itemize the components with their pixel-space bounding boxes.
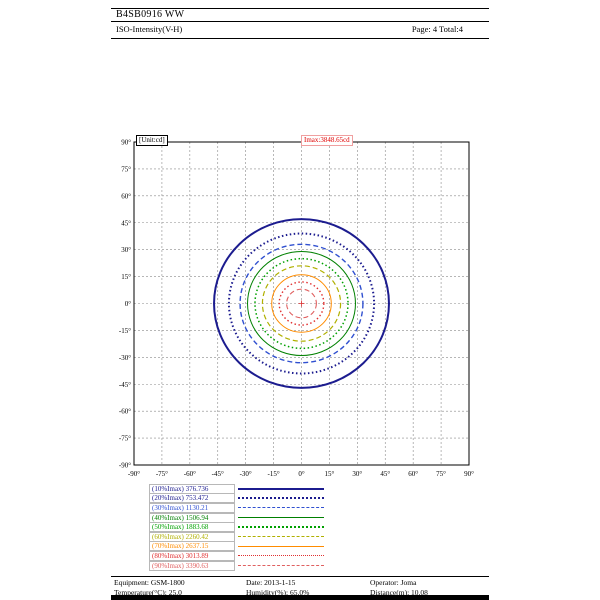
svg-text:30°: 30° <box>121 246 131 254</box>
footer-row-1: Equipment: GSM-1800 Date: 2013-1-15 Oper… <box>114 578 489 588</box>
svg-text:-45°: -45° <box>212 470 224 478</box>
svg-text:-30°: -30° <box>119 354 131 362</box>
svg-text:60°: 60° <box>121 192 131 200</box>
unit-label: [Unit:cd] <box>136 135 168 146</box>
svg-text:60°: 60° <box>408 470 418 478</box>
footer-rule <box>111 576 489 577</box>
page-indicator: Page: 4 Total:4 <box>411 24 463 34</box>
svg-text:-45°: -45° <box>119 381 131 389</box>
svg-text:15°: 15° <box>325 470 335 478</box>
footer: Equipment: GSM-1800 Date: 2013-1-15 Oper… <box>114 578 489 598</box>
legend-item: (40%Imax) 1506.94 <box>149 512 324 523</box>
legend-label: (60%Imax) 2260.42 <box>149 531 235 542</box>
legend-line-sample <box>238 555 324 557</box>
legend: (10%Imax) 376.736 (20%Imax) 753.472 (30%Im… <box>149 483 324 571</box>
report-title: B4SB0916 WW <box>116 9 185 20</box>
humidity-label: Humidity(%): 65.0% <box>246 588 310 597</box>
svg-text:-75°: -75° <box>119 435 131 443</box>
imax-label: Imax:3848.65cd <box>301 135 353 146</box>
legend-label: (10%Imax) 376.736 <box>149 483 235 494</box>
svg-text:-30°: -30° <box>240 470 252 478</box>
header-mid-rule <box>111 21 489 22</box>
legend-item: (90%Imax) 3390.63 <box>149 560 324 571</box>
legend-line-sample <box>238 565 324 567</box>
svg-text:30°: 30° <box>352 470 362 478</box>
footer-row-2: Temperature(°C): 25.0 Humidity(%): 65.0%… <box>114 588 489 598</box>
legend-line-sample <box>238 507 324 509</box>
legend-label: (50%Imax) 1883.68 <box>149 522 235 533</box>
operator-label: Operator: Joma <box>370 578 417 587</box>
legend-line-sample <box>238 517 324 519</box>
svg-text:-90°: -90° <box>128 470 140 478</box>
legend-line-sample <box>238 487 324 490</box>
legend-label: (80%Imax) 3013.89 <box>149 550 235 561</box>
legend-item: (10%Imax) 376.736 <box>149 483 324 494</box>
svg-text:90°: 90° <box>464 470 474 478</box>
legend-item: (30%Imax) 1130.21 <box>149 502 324 513</box>
svg-text:0°: 0° <box>298 470 305 478</box>
svg-text:-90°: -90° <box>119 462 131 470</box>
equipment-label: Equipment: GSM-1800 <box>114 578 185 587</box>
report-page: B4SB0916 WW ISO-Intensity(V-H) Page: 4 T… <box>111 0 489 600</box>
iso-intensity-chart: -90° -75° -60° -45° -30° -15° 0° 15° 30° 45° 60° 75… <box>111 128 489 490</box>
svg-text:-15°: -15° <box>268 470 280 478</box>
svg-text:45°: 45° <box>380 470 390 478</box>
legend-item: (80%Imax) 3013.89 <box>149 550 324 561</box>
temperature-label: Temperature(°C): 25.0 <box>114 588 182 597</box>
header-top-rule <box>111 8 489 9</box>
svg-text:75°: 75° <box>436 470 446 478</box>
svg-text:-60°: -60° <box>184 470 196 478</box>
legend-label: (90%Imax) 3390.63 <box>149 560 235 571</box>
legend-line-sample <box>238 497 324 500</box>
legend-label: (40%Imax) 1506.94 <box>149 512 235 523</box>
svg-text:-60°: -60° <box>119 408 131 416</box>
svg-text:15°: 15° <box>121 273 131 281</box>
header-bottom-rule <box>111 38 489 39</box>
svg-text:90°: 90° <box>121 139 131 147</box>
svg-text:-75°: -75° <box>156 470 168 478</box>
legend-item: (50%Imax) 1883.68 <box>149 522 324 533</box>
legend-label: (70%Imax) 2637.15 <box>149 541 235 552</box>
svg-text:45°: 45° <box>121 219 131 227</box>
svg-text:0°: 0° <box>125 300 132 308</box>
footer-bar <box>111 595 489 600</box>
legend-label: (30%Imax) 1130.21 <box>149 502 235 513</box>
chart-canvas: -90° -75° -60° -45° -30° -15° 0° 15° 30° 45° 60° 75… <box>119 139 474 479</box>
chart-title: ISO-Intensity(V-H) <box>116 24 183 34</box>
svg-text:75°: 75° <box>121 165 131 173</box>
svg-text:-15°: -15° <box>119 327 131 335</box>
distance-label: Distance(m): 10.08 <box>370 588 428 597</box>
legend-line-sample <box>238 536 324 538</box>
legend-label: (20%Imax) 753.472 <box>149 493 235 504</box>
legend-item: (60%Imax) 2260.42 <box>149 531 324 542</box>
legend-item: (70%Imax) 2637.15 <box>149 541 324 552</box>
legend-line-sample <box>238 526 324 529</box>
legend-line-sample <box>238 545 324 547</box>
legend-item: (20%Imax) 753.472 <box>149 493 324 504</box>
subheader: ISO-Intensity(V-H) Page: 4 Total:4 <box>116 24 463 34</box>
date-label: Date: 2013-1-15 <box>246 578 296 587</box>
